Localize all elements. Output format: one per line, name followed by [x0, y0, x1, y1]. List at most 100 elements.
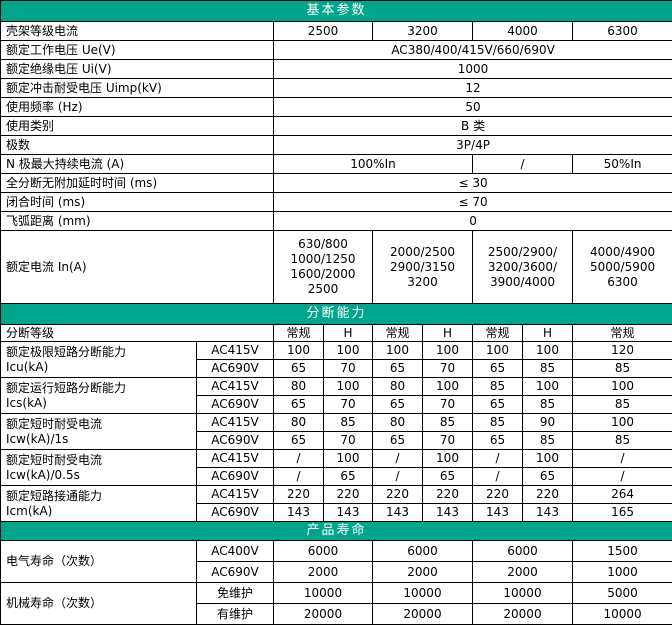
- table-row: 分断能力: [1, 304, 672, 325]
- param-value: 90: [523, 414, 573, 432]
- param-value: 100: [523, 450, 573, 468]
- param-value: 100: [523, 378, 573, 396]
- param-value: 100: [423, 378, 473, 396]
- param-label: 额定电流 In(A): [1, 231, 274, 304]
- table-row: 基本参数: [1, 1, 672, 22]
- sub-label: AC690V: [197, 504, 274, 522]
- param-label: 使用频率 (Hz): [1, 98, 274, 117]
- param-value: 220: [373, 486, 423, 504]
- grade-label: 分断等级: [1, 325, 274, 342]
- param-label: 电气寿命（次数）: [1, 541, 197, 583]
- grade-col-header: H: [324, 325, 373, 342]
- param-value: /: [573, 468, 672, 486]
- sub-label: 有维护: [197, 604, 274, 625]
- param-value: 143: [473, 504, 523, 522]
- param-value: 20000: [274, 604, 373, 625]
- sub-label: AC690V: [197, 432, 274, 450]
- param-value: 143: [324, 504, 373, 522]
- param-value: 85: [573, 360, 672, 378]
- param-label: 机械寿命（次数）: [1, 583, 197, 625]
- param-value: 100: [573, 414, 672, 432]
- grade-col-header: H: [523, 325, 573, 342]
- param-label: 额定冲击耐受电压 Uimp(kV): [1, 79, 274, 98]
- table-row: 全分断无附加延时时间 (ms)≤ 30: [1, 174, 672, 193]
- section-title: 产品寿命: [1, 522, 672, 541]
- param-value: 65: [373, 360, 423, 378]
- param-value: 50%In: [573, 155, 672, 174]
- param-value: 70: [423, 396, 473, 414]
- table-row: 额定冲击耐受电压 Uimp(kV)12: [1, 79, 672, 98]
- grade-col-header: 常规: [473, 325, 523, 342]
- param-value: 80: [274, 378, 324, 396]
- param-value: 2500: [274, 22, 373, 41]
- param-value: 80: [373, 414, 423, 432]
- param-value: 1000: [274, 60, 672, 79]
- sub-label: AC415V: [197, 486, 274, 504]
- param-value: 100: [573, 378, 672, 396]
- param-value: 80: [373, 378, 423, 396]
- param-value: 10000: [373, 583, 473, 604]
- section-title: 基本参数: [1, 1, 672, 22]
- sub-label: AC415V: [197, 342, 274, 360]
- param-value: 70: [324, 432, 373, 450]
- param-label: 额定极限短路分断能力 Icu(kA): [1, 342, 197, 378]
- param-value: 65: [274, 360, 324, 378]
- param-value: 4000: [473, 22, 573, 41]
- param-value: 264: [573, 486, 672, 504]
- param-value: 70: [324, 396, 373, 414]
- param-label: 额定绝缘电压 Ui(V): [1, 60, 274, 79]
- param-value: 85: [573, 432, 672, 450]
- table-row: 额定工作电压 Ue(V)AC380/400/415V/660/690V: [1, 41, 672, 60]
- param-value: 20000: [473, 604, 573, 625]
- param-label: 额定短路接通能力 Icm(kA): [1, 486, 197, 522]
- sub-label: AC690V: [197, 396, 274, 414]
- param-value: 65: [373, 432, 423, 450]
- param-value: 80: [274, 414, 324, 432]
- sub-label: AC690V: [197, 562, 274, 583]
- param-value: B 类: [274, 117, 672, 136]
- param-value: 10000: [274, 583, 373, 604]
- param-value: 165: [573, 504, 672, 522]
- table-row: 使用频率 (Hz)50: [1, 98, 672, 117]
- param-value: /: [473, 450, 523, 468]
- param-value: 220: [274, 486, 324, 504]
- param-value: 2500/2900/ 3200/3600/ 3900/4000: [473, 231, 573, 304]
- param-value: 2000/2500 2900/3150 3200: [373, 231, 473, 304]
- param-value: 65: [523, 468, 573, 486]
- grade-col-header: H: [423, 325, 473, 342]
- table-row: N 极最大持续电流 (A)100%In/50%In: [1, 155, 672, 174]
- param-value: 143: [423, 504, 473, 522]
- param-value: 100%In: [274, 155, 473, 174]
- param-value: 2000: [373, 562, 473, 583]
- param-value: 220: [423, 486, 473, 504]
- sub-label: AC415V: [197, 450, 274, 468]
- param-value: 100: [373, 342, 423, 360]
- param-value: 65: [373, 396, 423, 414]
- param-value: /: [473, 468, 523, 486]
- table-row: 产品寿命: [1, 522, 672, 541]
- param-value: 6000: [373, 541, 473, 562]
- param-value: 85: [473, 378, 523, 396]
- param-value: AC380/400/415V/660/690V: [274, 41, 672, 60]
- param-value: 65: [423, 468, 473, 486]
- param-label: 闭合时间 (ms): [1, 193, 274, 212]
- param-value: 100: [523, 342, 573, 360]
- param-label: 额定工作电压 Ue(V): [1, 41, 274, 60]
- param-value: 20000: [373, 604, 473, 625]
- param-value: 10000: [573, 604, 672, 625]
- param-value: 100: [423, 342, 473, 360]
- table-row: 额定绝缘电压 Ui(V)1000: [1, 60, 672, 79]
- param-value: 6300: [573, 22, 672, 41]
- param-value: 65: [473, 396, 523, 414]
- sub-label: AC690V: [197, 360, 274, 378]
- param-value: /: [473, 155, 573, 174]
